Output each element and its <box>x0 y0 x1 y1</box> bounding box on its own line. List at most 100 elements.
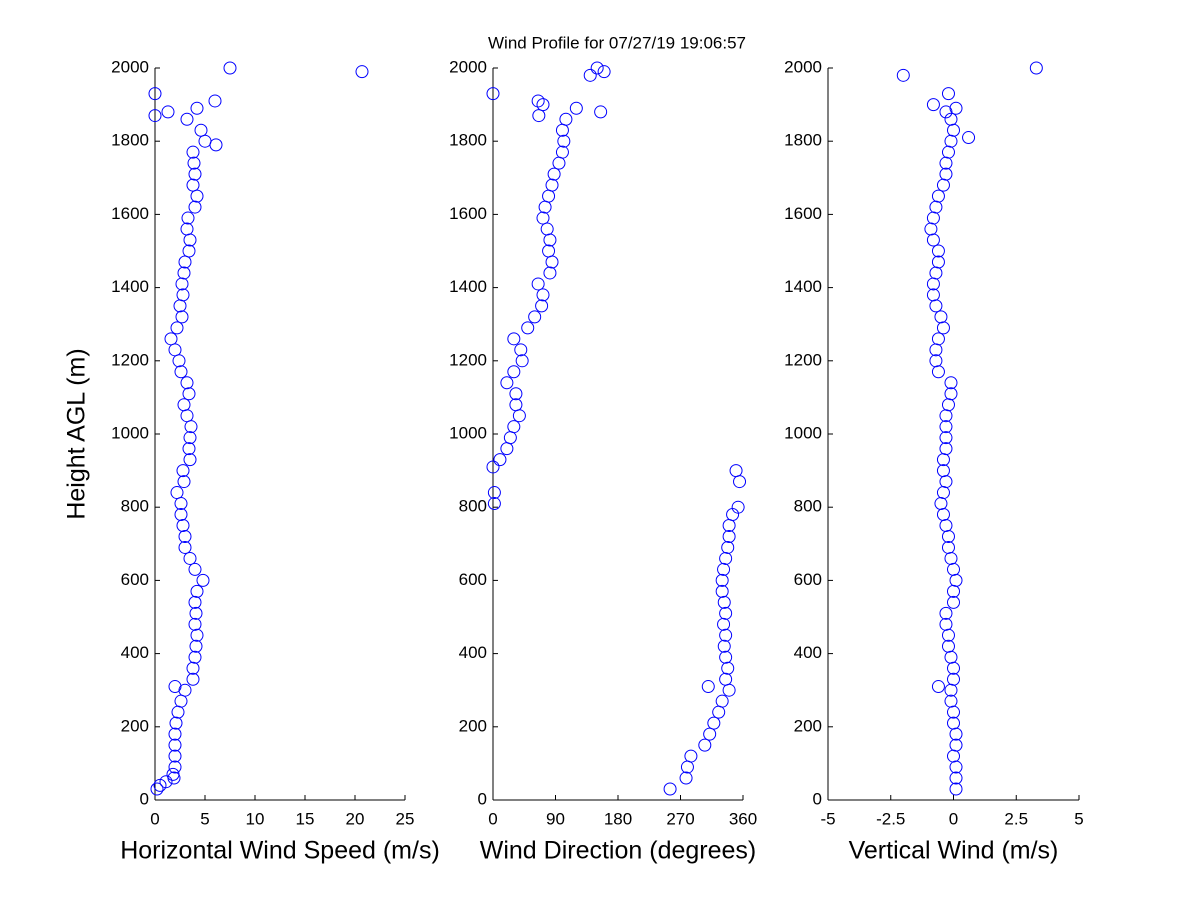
data-point <box>178 529 192 543</box>
y-tick-label: 200 <box>459 716 487 735</box>
data-point <box>174 508 188 522</box>
data-point <box>500 376 514 390</box>
data-point <box>936 464 950 478</box>
data-point <box>717 617 731 631</box>
data-point <box>559 112 573 126</box>
data-point <box>188 167 202 181</box>
data-point <box>663 782 677 796</box>
y-tick-label: 600 <box>121 570 149 589</box>
data-point <box>926 98 940 112</box>
data-point <box>150 782 164 796</box>
x-tick-label: 270 <box>666 809 694 828</box>
data-point <box>168 760 182 774</box>
data-point <box>180 222 194 236</box>
data-point <box>177 266 191 280</box>
data-point <box>528 310 542 324</box>
data-point <box>947 595 960 609</box>
x-axis-label: Horizontal Wind Speed (m/s) <box>120 837 440 865</box>
y-tick-label: 1400 <box>449 277 487 296</box>
y-tick-label: 1000 <box>784 423 822 442</box>
figure-title: Wind Profile for 07/27/19 19:06:57 <box>488 33 746 52</box>
data-point <box>944 376 958 390</box>
data-point <box>931 189 945 203</box>
x-tick-label: 15 <box>296 809 315 828</box>
data-point <box>531 94 545 108</box>
data-point <box>542 244 556 258</box>
data-point <box>944 694 958 708</box>
data-point <box>189 606 203 620</box>
data-point <box>722 529 736 543</box>
data-point <box>701 680 715 694</box>
data-point <box>174 365 188 379</box>
data-point <box>962 131 976 145</box>
x-axis-label: Vertical Wind (m/s) <box>849 837 1059 865</box>
data-point <box>208 94 222 108</box>
data-point <box>168 738 182 752</box>
y-tick-label: 1200 <box>111 350 149 369</box>
x-tick-label: 5 <box>200 809 209 828</box>
data-point <box>1029 61 1043 75</box>
x-tick-label: -5 <box>820 809 835 828</box>
data-point <box>717 639 731 653</box>
data-point <box>148 109 162 123</box>
x-tick-label: 0 <box>150 809 159 828</box>
y-tick-label: 800 <box>459 497 487 516</box>
data-point <box>507 420 521 434</box>
data-point <box>543 266 557 280</box>
data-point <box>944 112 958 126</box>
data-point <box>161 105 175 119</box>
data-point <box>926 288 940 302</box>
data-point <box>597 65 611 79</box>
y-tick-label: 1200 <box>449 350 487 369</box>
x-tick-label: 5 <box>1074 809 1083 828</box>
y-tick-label: 1800 <box>784 131 822 150</box>
y-tick-label: 600 <box>794 570 822 589</box>
data-point <box>183 453 197 467</box>
data-point <box>170 486 184 500</box>
y-axis-label: Height AGL (m) <box>63 348 91 519</box>
data-point <box>180 376 194 390</box>
data-point <box>514 343 528 357</box>
data-point <box>190 101 204 115</box>
y-tick-label: 2000 <box>784 57 822 76</box>
data-point <box>536 211 550 225</box>
data-point <box>719 672 733 686</box>
data-point <box>355 65 369 79</box>
data-point <box>715 584 729 598</box>
y-tick-label: 200 <box>794 716 822 735</box>
data-point <box>531 277 545 291</box>
data-point <box>939 606 953 620</box>
data-point <box>583 68 597 82</box>
data-point <box>929 354 943 368</box>
data-point <box>896 68 910 82</box>
data-point <box>707 716 721 730</box>
data-point <box>939 420 953 434</box>
x-tick-label: 25 <box>396 809 415 828</box>
data-point <box>177 398 191 412</box>
x-tick-label: 180 <box>604 809 632 828</box>
data-point <box>717 562 731 576</box>
data-point <box>939 105 953 119</box>
data-point <box>679 771 693 785</box>
data-point <box>719 650 733 664</box>
y-tick-label: 1600 <box>111 204 149 223</box>
data-point <box>196 573 210 587</box>
data-point <box>590 61 604 75</box>
y-tick-label: 0 <box>478 789 487 808</box>
x-tick-label: 0 <box>949 809 958 828</box>
y-tick-label: 2000 <box>111 57 149 76</box>
data-point <box>188 595 202 609</box>
data-point <box>180 112 194 126</box>
y-tick-label: 1200 <box>784 350 822 369</box>
y-tick-label: 400 <box>794 643 822 662</box>
data-point <box>715 573 729 587</box>
data-point <box>181 211 195 225</box>
data-point <box>190 628 204 642</box>
data-point <box>164 332 178 346</box>
data-point <box>941 540 955 554</box>
data-point <box>176 464 190 478</box>
y-tick-label: 1800 <box>449 131 487 150</box>
data-point <box>223 61 237 75</box>
data-point <box>939 617 953 631</box>
